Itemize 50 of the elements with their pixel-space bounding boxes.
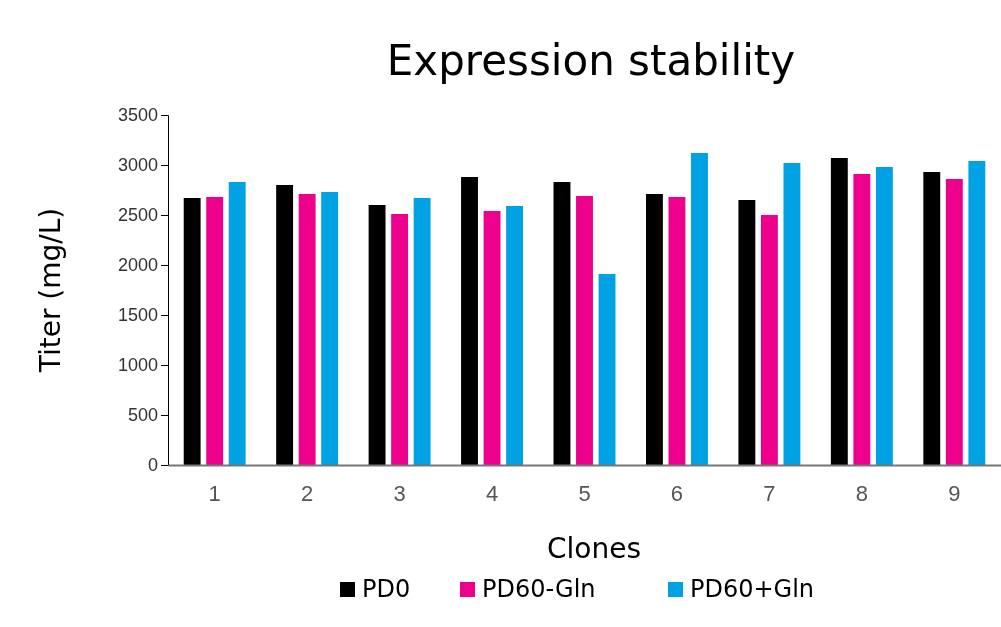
bar (598, 274, 616, 465)
bar (321, 192, 339, 465)
x-tick-label: 8 (855, 481, 868, 506)
x-tick-label: 9 (948, 481, 961, 506)
y-tick-label: 1000 (117, 355, 158, 376)
bar (853, 174, 871, 465)
bar (228, 182, 246, 465)
bar (183, 198, 201, 465)
y-tick-label: 2500 (117, 205, 158, 226)
bar (783, 163, 801, 465)
legend-label: PD0 (362, 575, 411, 603)
bar (298, 194, 316, 465)
x-tick-label: 7 (763, 481, 776, 506)
bar (576, 196, 593, 465)
bar (945, 179, 963, 465)
y-tick-label: 2000 (117, 255, 158, 276)
bar (691, 153, 708, 465)
x-tick-label: 6 (670, 481, 684, 506)
bar (760, 215, 778, 465)
bar (645, 194, 663, 465)
bar (413, 198, 431, 465)
bar (738, 200, 756, 465)
y-tick-label: 500 (127, 405, 158, 426)
bar (483, 211, 501, 465)
bar (830, 158, 848, 465)
x-tick-label: 3 (393, 481, 406, 506)
y-axis-title: Titer (mg/L) (34, 207, 67, 374)
bar (391, 214, 409, 465)
bar (668, 197, 686, 465)
x-tick-label: 1 (208, 481, 221, 506)
legend-label: PD60+Gln (690, 575, 815, 603)
y-tick-label: 3000 (117, 155, 158, 176)
bar (968, 161, 986, 465)
bar (923, 172, 941, 465)
y-tick-label: 0 (147, 455, 158, 476)
bar (461, 177, 478, 465)
bar (875, 167, 893, 465)
bar (506, 206, 524, 465)
bar (206, 197, 224, 465)
y-tick-label: 3500 (117, 105, 158, 126)
y-tick-label: 1500 (117, 305, 158, 326)
bar (276, 185, 294, 465)
x-tick-label: 5 (578, 481, 591, 506)
x-axis-title: Clones (546, 532, 642, 565)
x-tick-label: 2 (301, 481, 314, 506)
bar (553, 182, 571, 465)
x-tick-label: 4 (485, 481, 499, 506)
legend-label: PD60-Gln (482, 575, 596, 603)
bar (368, 205, 386, 465)
chart-title: Expression stability (386, 36, 796, 85)
